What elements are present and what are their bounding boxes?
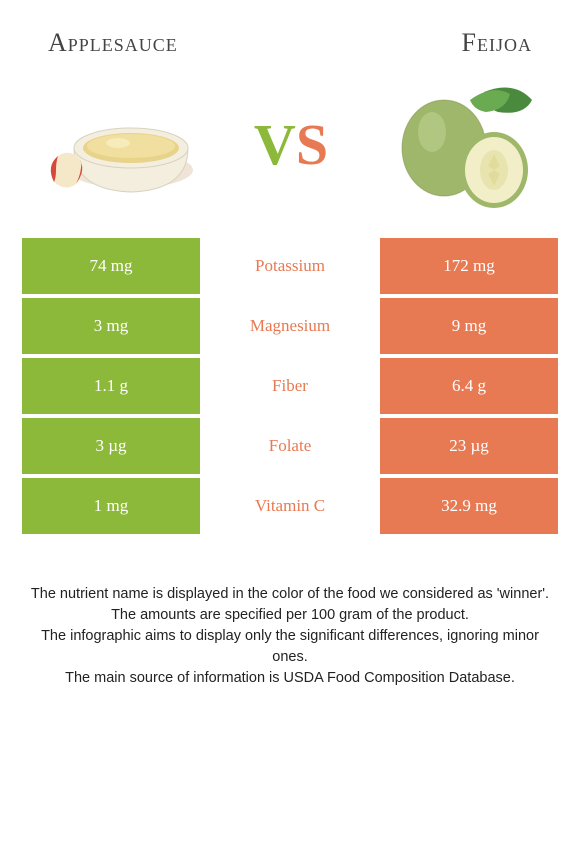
nutrient-label: Vitamin C bbox=[200, 478, 380, 534]
right-value: 32.9 mg bbox=[380, 478, 558, 534]
right-value: 9 mg bbox=[380, 298, 558, 354]
table-row: 1.1 gFiber6.4 g bbox=[22, 358, 558, 414]
table-row: 3 µgFolate23 µg bbox=[22, 418, 558, 474]
applesauce-image bbox=[36, 70, 206, 220]
vs-s: S bbox=[296, 116, 326, 174]
vs-v: V bbox=[254, 116, 294, 174]
footer-line: The nutrient name is displayed in the co… bbox=[28, 584, 552, 605]
nutrient-table: 74 mgPotassium172 mg3 mgMagnesium9 mg1.1… bbox=[0, 238, 580, 534]
right-value: 23 µg bbox=[380, 418, 558, 474]
left-food-title: Applesauce bbox=[48, 28, 178, 58]
nutrient-label: Potassium bbox=[200, 238, 380, 294]
vs-label: VS bbox=[254, 116, 326, 174]
table-row: 1 mgVitamin C32.9 mg bbox=[22, 478, 558, 534]
nutrient-label: Fiber bbox=[200, 358, 380, 414]
left-value: 3 µg bbox=[22, 418, 200, 474]
footer-line: The main source of information is USDA F… bbox=[28, 668, 552, 689]
left-value: 3 mg bbox=[22, 298, 200, 354]
right-food-title: Feijoa bbox=[462, 28, 532, 58]
right-value: 172 mg bbox=[380, 238, 558, 294]
table-row: 74 mgPotassium172 mg bbox=[22, 238, 558, 294]
images-row: VS bbox=[0, 58, 580, 238]
table-row: 3 mgMagnesium9 mg bbox=[22, 298, 558, 354]
feijoa-image bbox=[374, 70, 544, 220]
footer-line: The infographic aims to display only the… bbox=[28, 626, 552, 668]
left-value: 74 mg bbox=[22, 238, 200, 294]
footer-line: The amounts are specified per 100 gram o… bbox=[28, 605, 552, 626]
nutrient-label: Magnesium bbox=[200, 298, 380, 354]
left-value: 1 mg bbox=[22, 478, 200, 534]
header: Applesauce Feijoa bbox=[0, 0, 580, 58]
right-value: 6.4 g bbox=[380, 358, 558, 414]
left-value: 1.1 g bbox=[22, 358, 200, 414]
nutrient-label: Folate bbox=[200, 418, 380, 474]
footer-notes: The nutrient name is displayed in the co… bbox=[0, 538, 580, 689]
